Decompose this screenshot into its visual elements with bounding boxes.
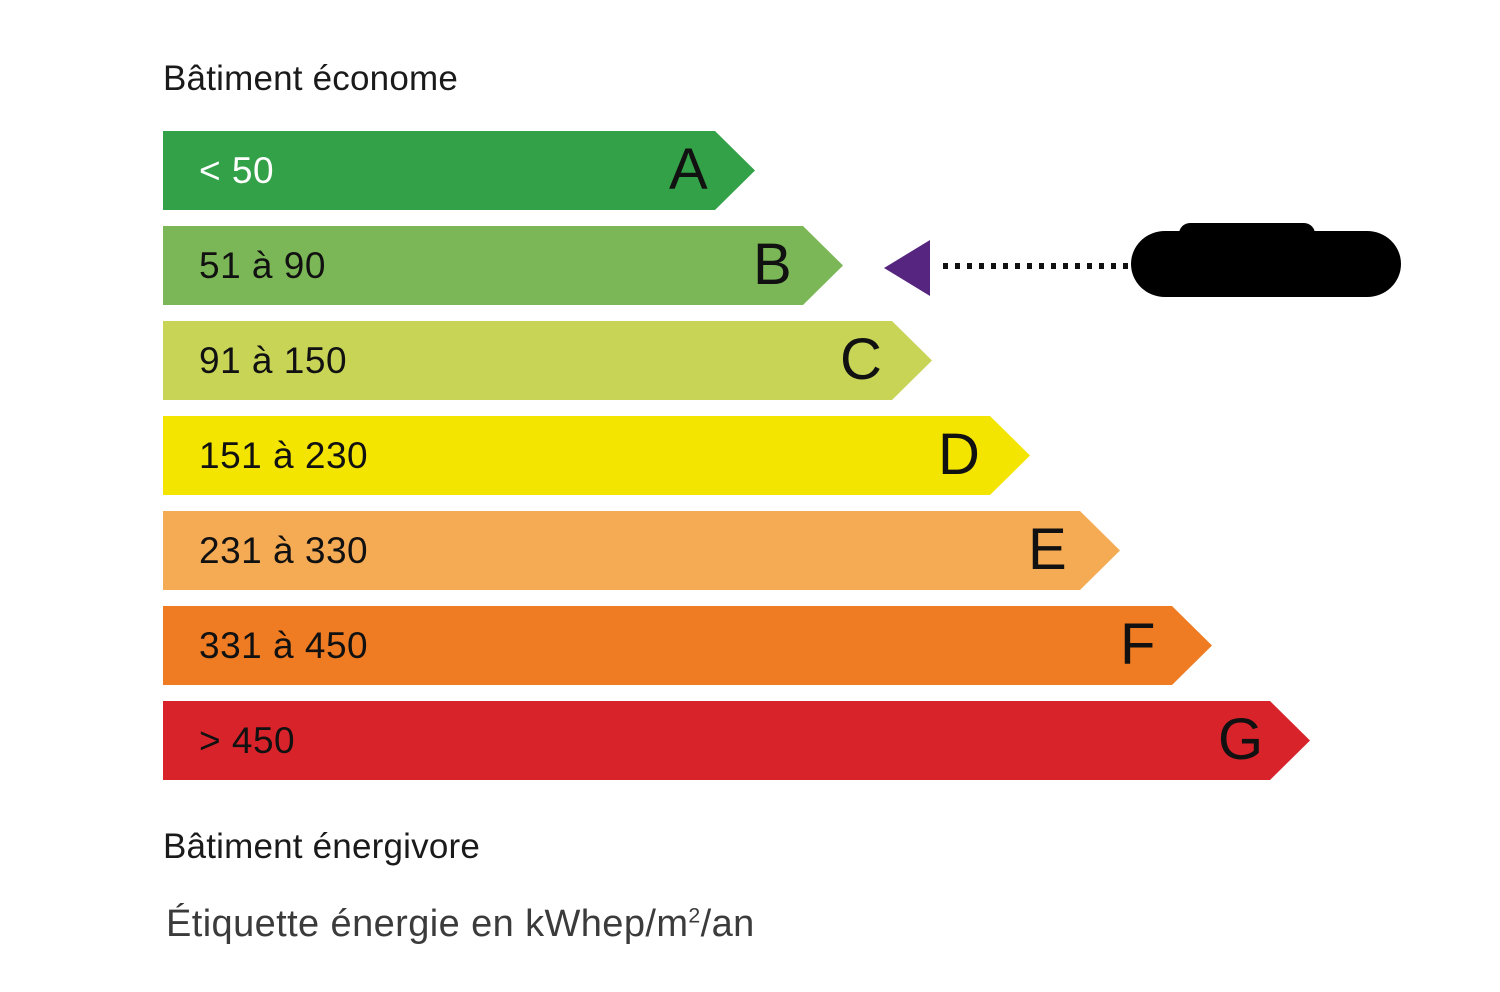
bar-arrow-shape-e — [163, 511, 1120, 590]
unit-footnote-exponent: 2 — [688, 903, 701, 928]
bar-range-label-d: 151 à 230 — [199, 434, 369, 476]
energy-class-bar-c: 91 à 150 C — [163, 321, 932, 400]
energy-class-bar-d: 151 à 230 D — [163, 416, 1030, 495]
unit-footnote-suffix: /an — [700, 903, 755, 945]
energy-class-bar-f: 331 à 450 F — [163, 606, 1212, 685]
bar-class-letter-f: F — [1120, 611, 1156, 677]
bar-range-label-a: < 50 — [199, 149, 275, 191]
bar-range-label-f: 331 à 450 — [199, 624, 369, 666]
energy-class-bar-a: < 50 A — [163, 131, 755, 210]
bottom-caption: Bâtiment énergivore — [163, 827, 481, 866]
unit-footnote: Étiquette énergie en kWhep/m2/an — [166, 903, 755, 946]
bar-arrow-shape-d — [163, 416, 1030, 495]
bar-arrow-shape-a — [163, 131, 755, 210]
energy-class-bar-e: 231 à 330 E — [163, 511, 1120, 590]
bar-class-letter-e: E — [1028, 516, 1067, 582]
bar-arrow-shape-b — [163, 226, 843, 305]
bar-class-letter-a: A — [669, 136, 708, 202]
bar-arrow-shape-g — [163, 701, 1310, 780]
bar-arrow-shape-c — [163, 321, 932, 400]
bar-class-letter-g: G — [1218, 706, 1264, 772]
top-caption: Bâtiment économe — [163, 59, 459, 98]
energy-class-bar-g: > 450 G — [163, 701, 1310, 780]
bar-class-letter-b: B — [753, 231, 792, 297]
bar-range-label-g: > 450 — [199, 719, 296, 761]
bar-range-label-c: 91 à 150 — [199, 339, 348, 381]
bar-range-label-b: 51 à 90 — [199, 244, 326, 286]
unit-footnote-prefix: Étiquette énergie en kWhep/m — [166, 903, 689, 945]
bar-range-label-e: 231 à 330 — [199, 529, 369, 571]
energy-class-bar-b: 51 à 90 B — [163, 226, 843, 305]
bar-arrow-shape-f — [163, 606, 1212, 685]
bar-class-letter-d: D — [938, 421, 980, 487]
bar-class-letter-c: C — [840, 326, 882, 392]
